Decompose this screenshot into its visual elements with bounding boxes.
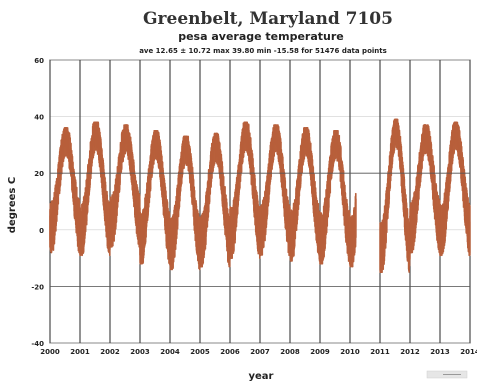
plot-area: 2000 2001 2002 2003 2004 2005 2006 2007 2008 2009… (31, 57, 477, 356)
chart-title: Greenbelt, Maryland 7105 (143, 9, 393, 29)
legend-stub (426, 370, 468, 379)
x-tick-label: 2007 (250, 348, 270, 356)
x-tick-label: 2004 (160, 348, 180, 356)
y-tick-label: -40 (31, 340, 44, 348)
x-tick-label: 2005 (190, 348, 210, 356)
x-axis-label: year (249, 371, 274, 382)
x-tick-label: 2003 (130, 348, 150, 356)
x-tick-label: 2009 (310, 348, 330, 356)
reference-lines (50, 172, 470, 287)
y-tick-label: 40 (34, 114, 44, 122)
x-grid (49, 60, 471, 343)
x-tick-labels: 2000 2001 2002 2003 2004 2005 2006 2007 2008 2009… (40, 348, 477, 356)
x-tick-label: 2000 (40, 348, 60, 356)
y-tick-label: 0 (39, 227, 44, 235)
y-tick-label: -20 (31, 283, 44, 291)
x-tick-label: 2011 (370, 348, 390, 356)
series-points (49, 118, 471, 274)
x-tick-label: 2006 (220, 348, 240, 356)
x-tick-label: 2010 (340, 348, 360, 356)
x-tick-label: 2012 (400, 348, 420, 356)
chart-subtitle: pesa average temperature (178, 30, 344, 43)
x-tick-label: 2002 (100, 348, 120, 356)
x-tick-label: 2014 (460, 348, 477, 356)
y-tick-label: 20 (34, 170, 44, 178)
x-tick-label: 2013 (430, 348, 450, 356)
y-axis-label: degrees C (7, 177, 18, 233)
chart-stats-line: ave 12.65 ± 10.72 max 39.80 min -15.58 f… (139, 47, 387, 55)
x-tick-label: 2001 (70, 348, 90, 356)
y-tick-labels: -40 -20 0 20 40 60 (31, 57, 44, 348)
x-tick-label: 2008 (280, 348, 300, 356)
y-tick-label: 60 (34, 57, 44, 65)
